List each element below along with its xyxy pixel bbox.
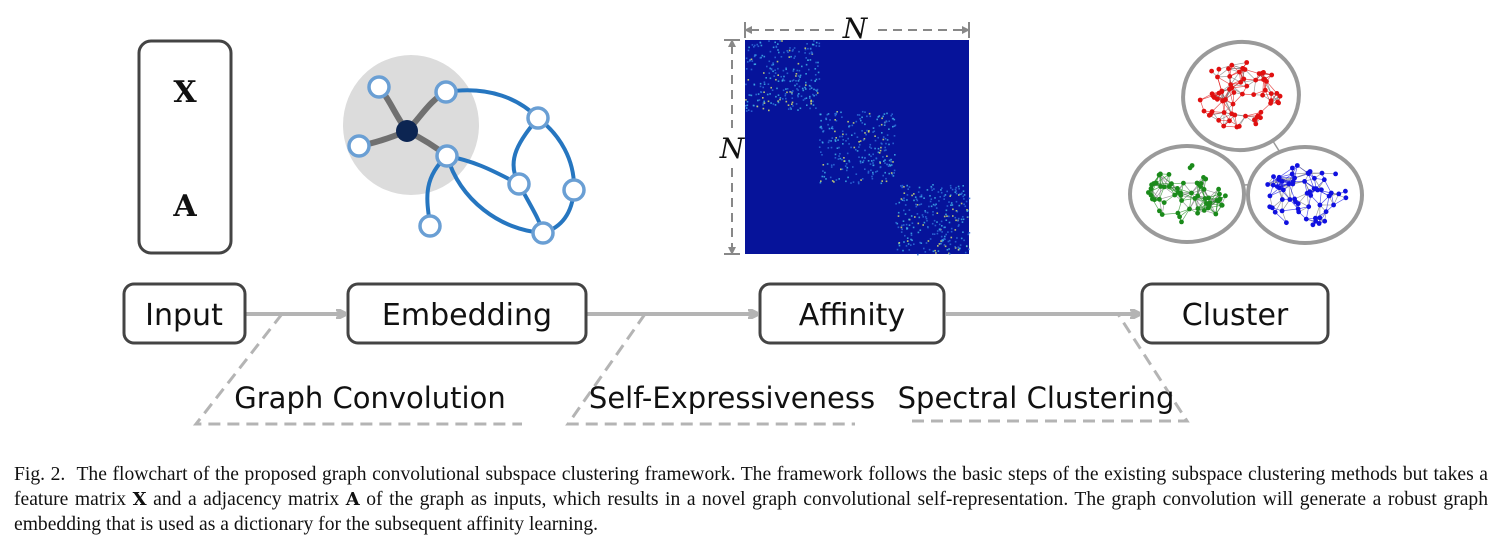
feature-matrix-label: X <box>173 75 197 110</box>
matrix-height-label: N <box>719 132 746 165</box>
blue-cluster <box>1265 163 1349 228</box>
stage-embedding: Embedding <box>346 282 588 345</box>
graph-node <box>367 75 391 99</box>
caption-text-1: The flowchart of the proposed graph conv… <box>14 464 1488 510</box>
red-cluster <box>1197 60 1283 130</box>
graph-node <box>435 144 459 168</box>
cluster-illustration <box>1128 39 1364 245</box>
stage-input-label: Input <box>145 298 223 333</box>
caption-var-x: X <box>132 489 147 510</box>
matrix-block-noise <box>745 40 971 256</box>
graph-node <box>531 221 555 245</box>
stage-cluster-label: Cluster <box>1182 298 1289 333</box>
graph-embedding-illustration <box>343 55 586 245</box>
input-matrices-panel: X A <box>137 39 233 255</box>
graph-node <box>526 106 550 130</box>
step-self-expressiveness: Self-Expressiveness <box>589 381 875 415</box>
caption-var-a: A <box>345 489 360 510</box>
stage-input: Input <box>122 282 247 345</box>
caption-text-2: and a adjacency matrix <box>146 489 346 510</box>
stage-cluster: Cluster <box>1140 282 1330 345</box>
green-cluster <box>1146 163 1228 225</box>
stage-embedding-label: Embedding <box>382 298 552 333</box>
graph-node <box>347 134 371 158</box>
caption-text-3: of the graph as inputs, which results in… <box>14 489 1489 535</box>
graph-node <box>434 80 458 104</box>
graph-node <box>507 172 531 196</box>
stage-affinity: Affinity <box>758 282 946 345</box>
step-spectral-clustering: Spectral Clustering <box>898 381 1175 415</box>
center-node <box>396 120 418 142</box>
graph-node <box>562 178 586 202</box>
step-graph-convolution: Graph Convolution <box>234 381 505 415</box>
graph-node <box>418 214 442 238</box>
matrix-width-label: N <box>842 12 869 45</box>
stage-affinity-label: Affinity <box>799 298 905 333</box>
affinity-matrix: N N <box>719 12 971 256</box>
adjacency-matrix-label: A <box>172 189 197 224</box>
step-callouts <box>192 313 1190 426</box>
caption-prefix: Fig. 2. <box>14 464 66 485</box>
figure-caption: Fig. 2. The flowchart of the proposed gr… <box>14 462 1488 537</box>
